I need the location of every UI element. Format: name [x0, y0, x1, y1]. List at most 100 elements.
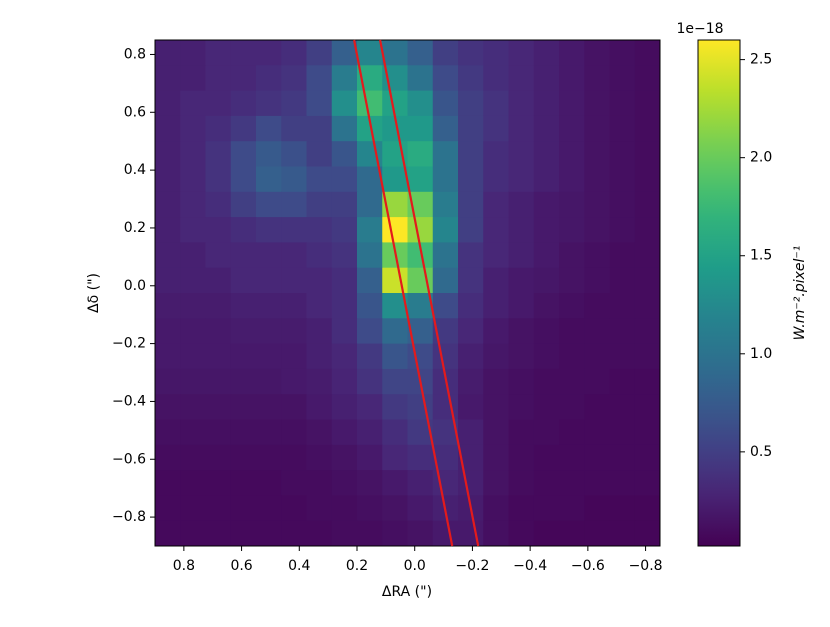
heatmap-cell	[432, 40, 459, 66]
heatmap-cell	[357, 495, 383, 522]
heatmap-cell	[230, 242, 257, 269]
heatmap-cell	[559, 191, 585, 218]
heatmap-cell	[331, 217, 358, 243]
heatmap-cell	[306, 444, 333, 471]
heatmap-cell	[180, 267, 206, 294]
heatmap-cell	[180, 141, 206, 167]
heatmap-cell	[559, 166, 585, 193]
heatmap-cell	[205, 293, 232, 319]
heatmap-cell	[609, 444, 636, 471]
heatmap-cell	[584, 318, 610, 345]
heatmap-cell	[155, 40, 181, 66]
heatmap-cell	[357, 191, 383, 218]
x-tick-label: −0.8	[629, 558, 663, 574]
heatmap-cell	[483, 141, 509, 167]
y-tick-label: 0.0	[124, 278, 146, 294]
heatmap-cell	[306, 343, 333, 370]
heatmap-cell	[609, 65, 636, 92]
heatmap-cell	[180, 242, 206, 269]
heatmap-cell	[483, 343, 509, 370]
heatmap-cell	[205, 419, 232, 446]
heatmap-cell	[306, 90, 333, 117]
heatmap-cell	[382, 217, 408, 243]
heatmap-cell	[155, 318, 181, 345]
heatmap-cell	[634, 267, 661, 294]
heatmap-cell	[533, 394, 560, 420]
heatmap-cell	[533, 495, 560, 522]
heatmap-cell	[508, 242, 535, 269]
heatmap-cell	[155, 217, 181, 243]
heatmap-cell	[559, 470, 585, 496]
y-tick-label: 0.6	[124, 104, 146, 120]
heatmap-cell	[357, 293, 383, 319]
heatmap-cell	[180, 65, 206, 92]
heatmap-cell	[432, 343, 459, 370]
colorbar-tick-label: 2.5	[750, 52, 772, 68]
heatmap-cell	[634, 318, 661, 345]
heatmap-cell	[458, 166, 484, 193]
heatmap-cell	[256, 141, 282, 167]
heatmap-cell	[634, 495, 661, 522]
heatmap-cell	[357, 444, 383, 471]
heatmap-cell	[533, 343, 560, 370]
heatmap-cell	[281, 293, 307, 319]
heatmap-cell	[407, 444, 434, 471]
heatmap-cell	[458, 40, 484, 66]
heatmap-cell	[180, 520, 206, 547]
heatmap-cell	[331, 394, 358, 420]
heatmap-cell	[331, 115, 358, 142]
heatmap-cell	[331, 141, 358, 167]
heatmap-cell	[508, 368, 535, 395]
heatmap-cell	[533, 242, 560, 269]
heatmap-cell	[256, 293, 282, 319]
heatmap-cell	[180, 343, 206, 370]
heatmap-cell	[432, 394, 459, 420]
heatmap-cell	[205, 191, 232, 218]
x-tick-label: 0.0	[404, 558, 426, 574]
heatmap-cell	[458, 419, 484, 446]
heatmap-cell	[180, 217, 206, 243]
heatmap-cell	[205, 368, 232, 395]
heatmap-cell	[281, 242, 307, 269]
heatmap-cell	[559, 318, 585, 345]
heatmap-cell	[634, 293, 661, 319]
heatmap-cell	[533, 141, 560, 167]
colorbar-tick-label: 2.0	[750, 150, 772, 166]
heatmap-cell	[382, 495, 408, 522]
heatmap-cell	[483, 318, 509, 345]
heatmap-cell	[155, 191, 181, 218]
heatmap-cell	[230, 293, 257, 319]
heatmap-cell	[609, 217, 636, 243]
heatmap-cell	[256, 191, 282, 218]
heatmap-cell	[281, 40, 307, 66]
heatmap-cell	[155, 65, 181, 92]
heatmap-cell	[230, 90, 257, 117]
heatmap-cell	[256, 267, 282, 294]
heatmap-cell	[634, 65, 661, 92]
heatmap-cell	[155, 166, 181, 193]
y-tick-label: 0.4	[124, 162, 146, 178]
colorbar	[697, 39, 741, 547]
heatmap-cell	[281, 520, 307, 547]
heatmap-cell	[432, 90, 459, 117]
heatmap-cell	[609, 90, 636, 117]
heatmap-cell	[281, 394, 307, 420]
heatmap-cell	[432, 470, 459, 496]
heatmap-cell	[281, 115, 307, 142]
heatmap-cell	[230, 495, 257, 522]
heatmap-cell	[180, 191, 206, 218]
heatmap-cell	[306, 495, 333, 522]
heatmap-cell	[634, 191, 661, 218]
heatmap-cell	[382, 444, 408, 471]
heatmap-cell	[458, 318, 484, 345]
heatmap-cell	[533, 217, 560, 243]
heatmap-cell	[559, 217, 585, 243]
heatmap-cell	[559, 242, 585, 269]
heatmap-cell	[508, 115, 535, 142]
y-tick-label: −0.4	[112, 393, 146, 409]
heatmap-cell	[281, 141, 307, 167]
heatmap-cell	[331, 343, 358, 370]
colorbar-tick-label: 1.5	[750, 248, 772, 264]
heatmap-cell	[256, 40, 282, 66]
